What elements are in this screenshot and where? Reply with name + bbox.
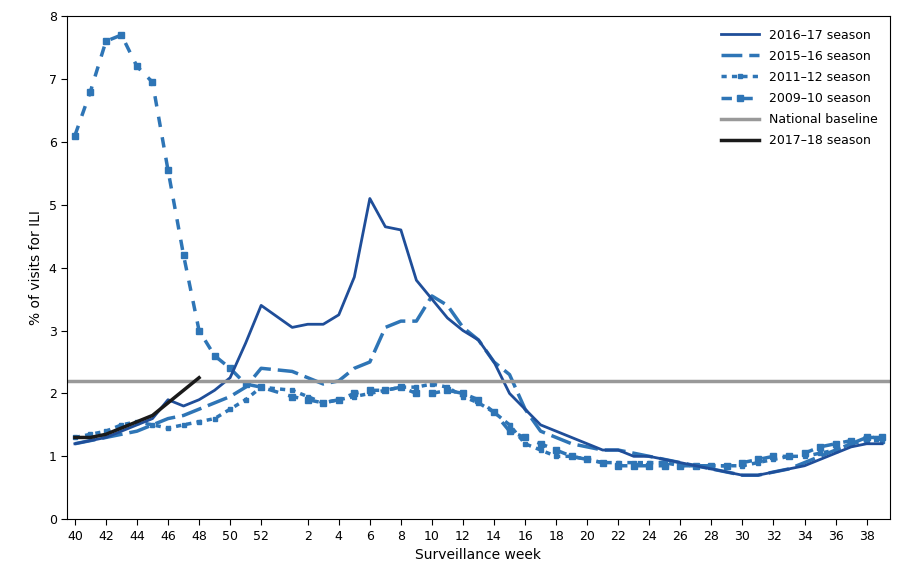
National baseline xyxy=(85,377,96,384)
2017–18 season xyxy=(101,431,112,438)
2016–17 season xyxy=(737,472,748,479)
National baseline xyxy=(69,377,80,384)
2011–12 season xyxy=(582,456,593,463)
2015–16 season xyxy=(426,292,437,300)
2011–12 season xyxy=(520,441,531,448)
2009–10 season xyxy=(380,387,391,394)
2015–16 season xyxy=(582,443,593,450)
2015–16 season xyxy=(132,428,142,435)
2016–17 season xyxy=(520,405,531,412)
2009–10 season xyxy=(69,132,80,139)
2017–18 season xyxy=(147,412,158,419)
2011–12 season xyxy=(426,380,437,387)
2016–17 season xyxy=(582,441,593,448)
2011–12 season xyxy=(364,390,375,397)
2011–12 season xyxy=(675,462,686,469)
2009–10 season xyxy=(473,396,484,403)
2017–18 season xyxy=(178,387,189,394)
2015–16 season xyxy=(877,434,887,441)
2009–10 season xyxy=(520,434,531,441)
2017–18 season xyxy=(116,425,127,432)
2009–10 season xyxy=(147,78,158,85)
2015–16 season xyxy=(520,405,531,412)
Line: 2016–17 season: 2016–17 season xyxy=(75,198,882,475)
2011–12 season xyxy=(132,418,142,425)
Line: 2017–18 season: 2017–18 season xyxy=(75,378,199,438)
2016–17 season xyxy=(473,336,484,343)
2016–17 season xyxy=(132,421,142,428)
Line: 2011–12 season: 2011–12 season xyxy=(73,382,884,468)
2009–10 season xyxy=(628,462,639,469)
2015–16 season xyxy=(69,441,80,448)
2015–16 season xyxy=(613,446,623,453)
2017–18 season xyxy=(69,434,80,441)
2016–17 season xyxy=(364,195,375,202)
2009–10 season xyxy=(877,434,887,441)
X-axis label: Surveillance week: Surveillance week xyxy=(415,548,542,562)
Legend: 2016–17 season, 2015–16 season, 2011–12 season, 2009–10 season, National baselin: 2016–17 season, 2015–16 season, 2011–12 … xyxy=(714,22,884,153)
2017–18 season xyxy=(162,400,173,407)
2011–12 season xyxy=(613,459,623,466)
Line: 2015–16 season: 2015–16 season xyxy=(75,296,882,475)
2015–16 season xyxy=(364,359,375,366)
2017–18 season xyxy=(85,434,96,441)
2011–12 season xyxy=(69,434,80,441)
2016–17 season xyxy=(69,441,80,448)
Line: 2009–10 season: 2009–10 season xyxy=(72,32,885,469)
Y-axis label: % of visits for ILI: % of visits for ILI xyxy=(29,210,43,325)
2009–10 season xyxy=(613,462,623,469)
2011–12 season xyxy=(877,437,887,444)
2017–18 season xyxy=(194,374,205,381)
2015–16 season xyxy=(737,472,748,479)
2009–10 season xyxy=(582,456,593,463)
2016–17 season xyxy=(877,441,887,448)
2011–12 season xyxy=(473,400,484,407)
2009–10 season xyxy=(116,32,127,39)
2016–17 season xyxy=(380,223,391,230)
2016–17 season xyxy=(613,446,623,453)
2015–16 season xyxy=(473,336,484,343)
2017–18 season xyxy=(132,418,142,425)
